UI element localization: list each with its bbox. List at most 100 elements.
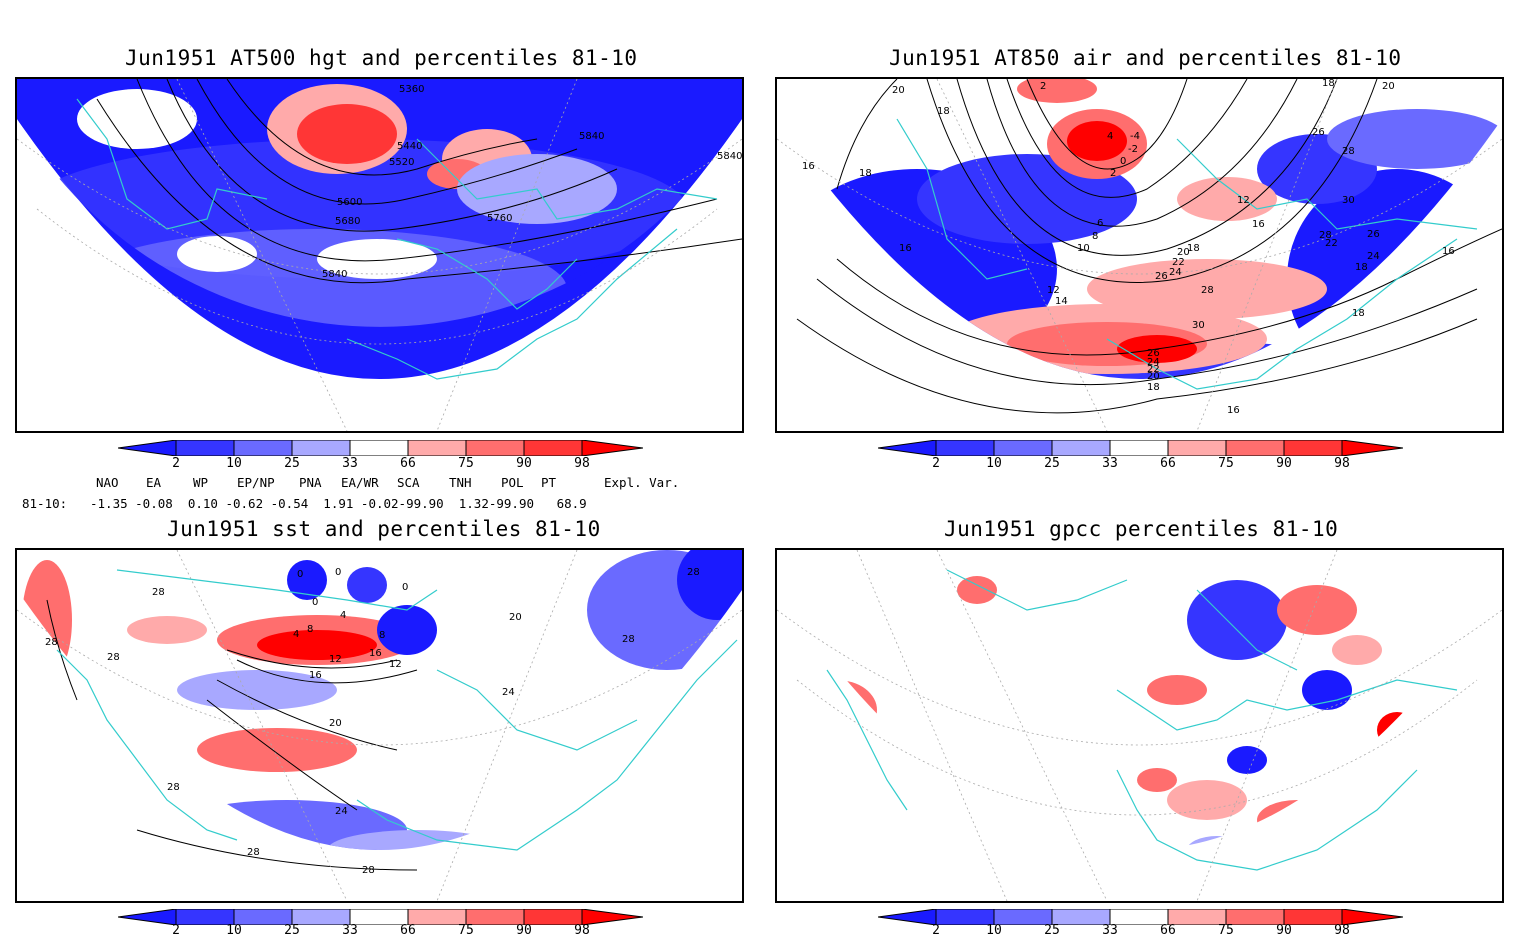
contour-label: 5840 bbox=[717, 151, 742, 162]
contour-label: 10 bbox=[1077, 243, 1090, 254]
colorbar-label: 98 bbox=[574, 923, 590, 938]
colorbar-label: 90 bbox=[516, 456, 532, 471]
contour-label: 5360 bbox=[399, 84, 424, 95]
colorbar-label: 10 bbox=[986, 456, 1002, 471]
index-period: 81-10: bbox=[22, 496, 68, 511]
contour-label: 28 bbox=[45, 637, 58, 648]
contour-label: 5440 bbox=[397, 141, 422, 152]
colorbar-label: 33 bbox=[1102, 456, 1118, 471]
map-gpcc-svg bbox=[777, 550, 1502, 901]
colorbar-label: 25 bbox=[284, 923, 300, 938]
contour-label: 20 bbox=[1382, 81, 1395, 92]
contour-label: 18 bbox=[1355, 262, 1368, 273]
colorbar-label: 90 bbox=[1276, 456, 1292, 471]
contour-label: 5840 bbox=[579, 131, 604, 142]
contour-label: -2 bbox=[1128, 144, 1138, 155]
contour-label: 20 bbox=[1147, 371, 1160, 382]
colorbar-label: 66 bbox=[1160, 456, 1176, 471]
map-panel-air850: 2 20 18 16 18 16 -4 -2 0 2 4 6 8 10 12 1… bbox=[775, 77, 1504, 433]
index-header-tnh: TNH bbox=[449, 475, 472, 490]
contour-label: 28 bbox=[1201, 285, 1214, 296]
contour-label: 24 bbox=[1169, 267, 1182, 278]
index-header-sca: SCA bbox=[397, 475, 420, 490]
contour-label: 12 bbox=[389, 659, 402, 670]
contour-label: 16 bbox=[1227, 405, 1240, 416]
contour-label: 28 bbox=[362, 865, 375, 876]
contour-label: 0 bbox=[402, 582, 408, 593]
colorbar-3: 2 10 25 33 66 75 90 98 bbox=[117, 908, 644, 939]
index-header-ea: EA bbox=[146, 475, 162, 490]
contour-label: 18 bbox=[1187, 243, 1200, 254]
colorbar-label: 98 bbox=[1334, 923, 1350, 938]
contour-label: 4 bbox=[293, 629, 299, 640]
contour-label: 28 bbox=[107, 652, 120, 663]
contour-label: 8 bbox=[379, 630, 385, 641]
colorbar-label: 2 bbox=[172, 923, 180, 938]
contour-label: 16 bbox=[899, 243, 912, 254]
contour-label: 5840 bbox=[322, 269, 347, 280]
colorbar-label: 25 bbox=[1044, 923, 1060, 938]
contour-label: 2 bbox=[1040, 81, 1046, 92]
contour-label: -4 bbox=[1130, 131, 1140, 142]
contour-label: 6 bbox=[1097, 218, 1103, 229]
colorbar-label: 33 bbox=[342, 923, 358, 938]
index-header-pna: PNA bbox=[299, 475, 322, 490]
contour-label: 5680 bbox=[335, 216, 360, 227]
contour-label: 0 bbox=[312, 597, 318, 608]
contour-label: 12 bbox=[1237, 195, 1250, 206]
map-hgt500-svg: 5360 5440 5520 5600 5680 5760 5840 5840 … bbox=[17, 79, 742, 431]
contour-label: 28 bbox=[152, 587, 165, 598]
index-header-pt: PT bbox=[541, 475, 557, 490]
colorbar-label: 75 bbox=[1218, 923, 1234, 938]
contour-label: 22 bbox=[1172, 257, 1185, 268]
colorbar-label: 33 bbox=[1102, 923, 1118, 938]
index-header-explvar: Expl. Var. bbox=[604, 475, 680, 490]
contour-label: 24 bbox=[1147, 357, 1160, 368]
contour-label: 0 bbox=[297, 569, 303, 580]
contour-label: 0 bbox=[335, 567, 341, 578]
contour-label: 5760 bbox=[487, 213, 512, 224]
colorbar-4-bar bbox=[877, 908, 1404, 926]
colorbar-label: 2 bbox=[172, 456, 180, 471]
contour-label: 26 bbox=[1312, 127, 1325, 138]
contour-label: 16 bbox=[369, 648, 382, 659]
panel-2-title: Jun1951 AT850 air and percentiles 81-10 bbox=[889, 46, 1402, 70]
contour-label: 8 bbox=[307, 624, 313, 635]
index-header-pol: POL bbox=[501, 475, 524, 490]
contour-label: 16 bbox=[802, 161, 815, 172]
contour-label: 20 bbox=[1177, 247, 1190, 258]
colorbar-1: 2 10 25 33 66 75 90 98 bbox=[117, 439, 644, 471]
contour-label: 20 bbox=[329, 718, 342, 729]
contour-label: 22 bbox=[1147, 364, 1160, 375]
contour-label: 24 bbox=[502, 687, 515, 698]
contour-label: 28 bbox=[1342, 146, 1355, 157]
colorbar-1-bar bbox=[117, 439, 644, 457]
colorbar-label: 98 bbox=[574, 456, 590, 471]
colorbar-label: 90 bbox=[516, 923, 532, 938]
contour-label: 0 bbox=[1120, 156, 1126, 167]
index-header-nao: NAO bbox=[96, 475, 119, 490]
colorbar-label: 75 bbox=[1218, 456, 1234, 471]
colorbar-label: 2 bbox=[932, 923, 940, 938]
contour-label: 18 bbox=[1322, 79, 1335, 89]
colorbar-label: 33 bbox=[342, 456, 358, 471]
contour-label: 28 bbox=[167, 782, 180, 793]
contour-label: 28 bbox=[622, 634, 635, 645]
contour-label: 26 bbox=[1155, 271, 1168, 282]
contour-label: 14 bbox=[1055, 296, 1068, 307]
index-header-eawr: EA/WR bbox=[341, 475, 379, 490]
colorbar-label: 2 bbox=[932, 456, 940, 471]
colorbar-4: 2 10 25 33 66 75 90 98 bbox=[877, 908, 1404, 939]
colorbar-label: 10 bbox=[986, 923, 1002, 938]
contour-label: 26 bbox=[1147, 348, 1160, 359]
contour-label: 5600 bbox=[337, 197, 362, 208]
colorbar-label: 98 bbox=[1334, 456, 1350, 471]
colorbar-label: 66 bbox=[400, 456, 416, 471]
colorbar-3-bar bbox=[117, 908, 644, 926]
contour-label: 26 bbox=[1367, 229, 1380, 240]
contour-label: 18 bbox=[937, 106, 950, 117]
contour-label: 24 bbox=[1367, 251, 1380, 262]
contour-label: 18 bbox=[1352, 308, 1365, 319]
contour-label: 2 bbox=[1110, 168, 1116, 179]
contour-label: 20 bbox=[892, 85, 905, 96]
